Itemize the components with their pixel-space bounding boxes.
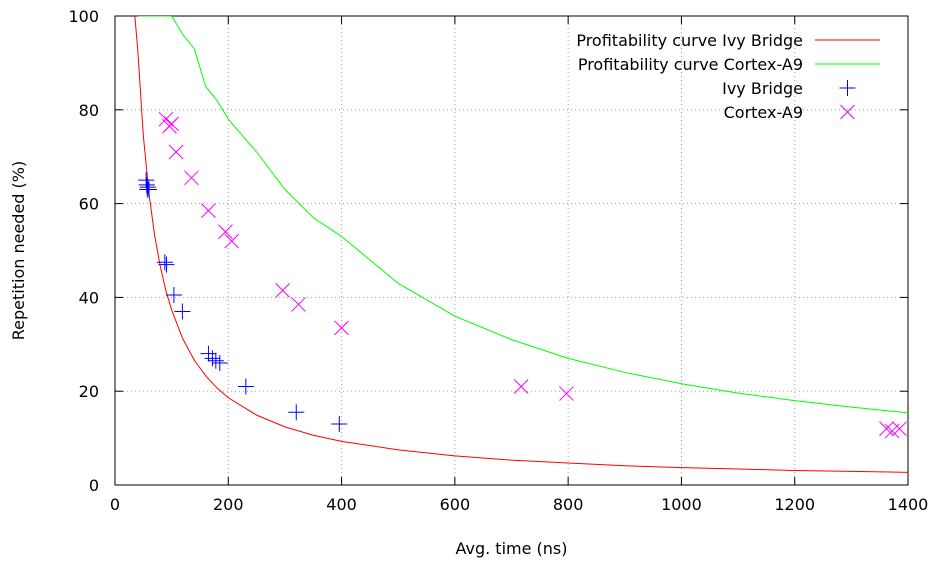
series-1-point: [218, 224, 233, 240]
series-1-point: [559, 386, 574, 401]
legend-label: Profitability curve Cortex-A9: [578, 55, 803, 74]
series-1-point: [164, 116, 179, 132]
x-tick-label: 400: [326, 495, 357, 514]
series-1-point: [158, 111, 174, 127]
series-1-point: [168, 144, 184, 160]
legend-key: [840, 104, 855, 120]
series-1-point: [291, 297, 306, 312]
y-tick-label: 100: [68, 7, 99, 26]
x-tick-label: 600: [440, 495, 471, 514]
x-tick-label: 0: [110, 495, 120, 514]
series-1-point: [879, 421, 894, 437]
series-1-point: [513, 379, 529, 394]
y-tick-label: 0: [89, 476, 99, 495]
curve-1: [137, 16, 908, 414]
y-tick-label: 20: [79, 382, 99, 401]
series-1-point: [201, 203, 216, 218]
series-1-point: [275, 283, 291, 298]
y-tick-label: 80: [79, 101, 99, 120]
x-tick-label: 800: [553, 495, 584, 514]
y-tick-label: 60: [79, 195, 99, 214]
y-tick-label: 40: [79, 288, 99, 307]
series-1-point: [892, 421, 907, 437]
x-axis-label: Avg. time (ns): [456, 539, 568, 558]
curve-0: [134, 16, 908, 473]
series-1-point: [334, 320, 349, 336]
x-tick-label: 1000: [661, 495, 702, 514]
series-1-point: [184, 170, 199, 186]
plot-border: [114, 15, 909, 486]
series-1-point: [224, 233, 240, 249]
y-axis-label: Repetition needed (%): [9, 161, 28, 340]
legend-label: Cortex-A9: [724, 103, 803, 122]
legend-label: Profitability curve Ivy Bridge: [576, 31, 803, 50]
x-tick-label: 200: [213, 495, 244, 514]
x-tick-label: 1200: [774, 495, 815, 514]
x-tick-label: 1400: [888, 495, 929, 514]
legend-label: Ivy Bridge: [722, 79, 803, 98]
